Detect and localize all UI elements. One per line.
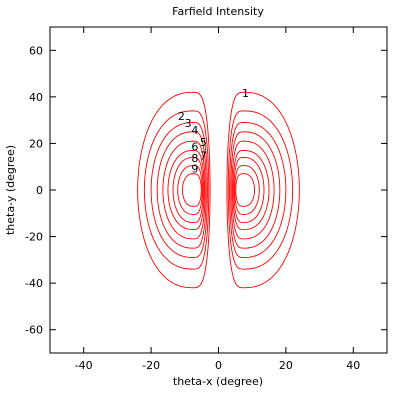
contour-level-8 [234, 165, 260, 215]
contour-level-9 [181, 173, 202, 207]
x-tick-label: -40 [75, 359, 93, 372]
contour-level-1 [226, 91, 300, 289]
chart-title: Farfield Intensity [172, 5, 264, 18]
contour-level-5 [231, 140, 275, 240]
y-tick-label: 20 [29, 137, 43, 150]
contour-level-9 [235, 173, 256, 207]
contour-level-1 [137, 91, 211, 289]
contour-label-1: 1 [242, 87, 249, 100]
plot-area [49, 26, 388, 354]
contour-level-7 [172, 156, 204, 224]
contour-level-4 [230, 131, 281, 249]
x-axis-label: theta-x (degree) [173, 375, 263, 388]
contour-level-7 [233, 156, 265, 224]
contour-level-2 [227, 110, 294, 270]
contour-label-4: 4 [191, 124, 198, 137]
x-tick-label: 40 [346, 359, 360, 372]
contour-level-4 [156, 131, 207, 249]
y-tick-label: 40 [29, 91, 43, 104]
x-tick-label: -20 [142, 359, 160, 372]
contour-label-5: 5 [200, 136, 207, 149]
contour-level-3 [150, 122, 208, 258]
contour-label-2: 2 [178, 110, 185, 123]
y-tick-label: 0 [36, 184, 43, 197]
x-tick-label: 20 [279, 359, 293, 372]
plot-border [49, 26, 388, 354]
x-tick-label: 0 [215, 359, 222, 372]
y-axis-label: theta-y (degree) [4, 145, 17, 235]
contour-label-6: 6 [191, 140, 198, 153]
y-tick-label: -20 [25, 231, 43, 244]
contour-label-3: 3 [185, 117, 192, 130]
contour-label-9: 9 [191, 163, 198, 176]
contour-level-6 [167, 149, 205, 231]
axes: -40 -20 0 20 40 -60 -40 -20 0 20 40 60 [25, 27, 387, 372]
contour-level-2 [143, 110, 210, 270]
contour-level-3 [229, 122, 287, 258]
y-tick-label: 60 [29, 44, 43, 57]
y-tick-label: -40 [25, 277, 43, 290]
contour-lines [137, 91, 300, 289]
contour-level-6 [232, 149, 270, 231]
contour-label-7: 7 [200, 150, 207, 163]
contour-level-8 [177, 165, 203, 215]
contour-label-8: 8 [191, 152, 198, 165]
y-tick-label: -60 [25, 324, 43, 337]
contour-level-5 [162, 140, 206, 240]
